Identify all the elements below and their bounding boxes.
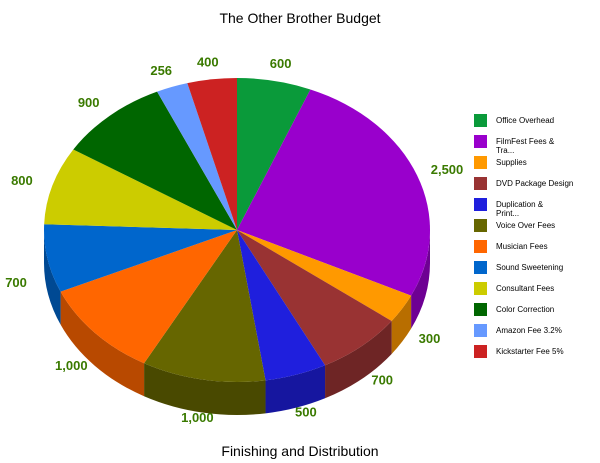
legend-label-5: Voice Over Fees [496, 221, 555, 230]
slice-value-label-11: 400 [197, 54, 219, 69]
legend-swatch-8 [474, 282, 487, 295]
legend-label-1: FilmFest Fees & Tra... [496, 137, 555, 155]
slice-value-label-8: 800 [11, 173, 33, 188]
pie-slice-5 [144, 230, 266, 383]
slice-labels: 600 2,500 300 700 500 1,000 1,000 700 800 900 256 4… [5, 54, 463, 425]
pie-slice-2 [237, 230, 412, 321]
slice-value-label-10: 256 [150, 63, 172, 78]
legend-swatch-10 [474, 324, 487, 337]
pie-slice-4 [237, 230, 326, 381]
slice-value-label-1: 2,500 [431, 162, 464, 177]
legend: Office Overhead FilmFest Fees & Tra... Supp… [474, 114, 573, 358]
pie-slice-0 [237, 78, 311, 230]
legend-swatch-11 [474, 345, 487, 358]
pie-side-5 [144, 363, 266, 416]
legend-label-2: Supplies [496, 158, 527, 167]
slice-value-label-6: 1,000 [55, 358, 88, 373]
slice-value-label-3: 700 [371, 373, 393, 388]
legend-label-0: Office Overhead [496, 116, 554, 125]
pie-slice-8 [44, 149, 237, 230]
legend-label-6: Musician Fees [496, 242, 548, 251]
slice-value-label-0: 600 [270, 56, 292, 71]
pie-tops [44, 78, 430, 383]
legend-swatch-5 [474, 219, 487, 232]
legend-label-11: Kickstarter Fee 5% [496, 347, 564, 356]
chart-subtitle: Finishing and Distribution [221, 443, 378, 459]
legend-label-10: Amazon Fee 3.2% [496, 326, 562, 335]
pie-sides [44, 230, 430, 416]
legend-swatch-2 [474, 156, 487, 169]
slice-value-label-4: 500 [295, 405, 317, 420]
legend-swatch-6 [474, 240, 487, 253]
legend-swatch-3 [474, 177, 487, 190]
slice-value-label-5: 1,000 [181, 410, 214, 425]
slice-value-label-2: 300 [419, 331, 441, 346]
pie-slice-3 [237, 230, 392, 366]
pie-slice-11 [187, 78, 237, 230]
legend-swatch-0 [474, 114, 487, 127]
legend-label-8: Consultant Fees [496, 284, 554, 293]
legend-label-7: Sound Sweetening [496, 263, 563, 272]
chart-title: The Other Brother Budget [219, 10, 380, 26]
pie-side-4 [265, 365, 326, 414]
pie-slice-1 [237, 89, 430, 296]
pie-slice-9 [73, 91, 237, 231]
pie-slice-10 [157, 83, 237, 230]
slice-value-label-7: 700 [5, 275, 27, 290]
legend-label-9: Color Correction [496, 305, 554, 314]
pie-side-2 [391, 295, 412, 354]
pie-side-7 [44, 230, 61, 325]
legend-label-4: Duplication & Print... [496, 200, 544, 218]
legend-swatch-1 [474, 135, 487, 148]
pie-slice-6 [60, 230, 237, 364]
legend-swatch-7 [474, 261, 487, 274]
pie-side-6 [60, 291, 145, 397]
pie-side-1 [411, 230, 430, 329]
legend-swatch-4 [474, 198, 487, 211]
pie-side-3 [325, 320, 392, 399]
legend-label-3: DVD Package Design [496, 179, 573, 188]
pie-slice-7 [44, 224, 238, 292]
legend-swatch-9 [474, 303, 487, 316]
slice-value-label-9: 900 [78, 95, 100, 110]
